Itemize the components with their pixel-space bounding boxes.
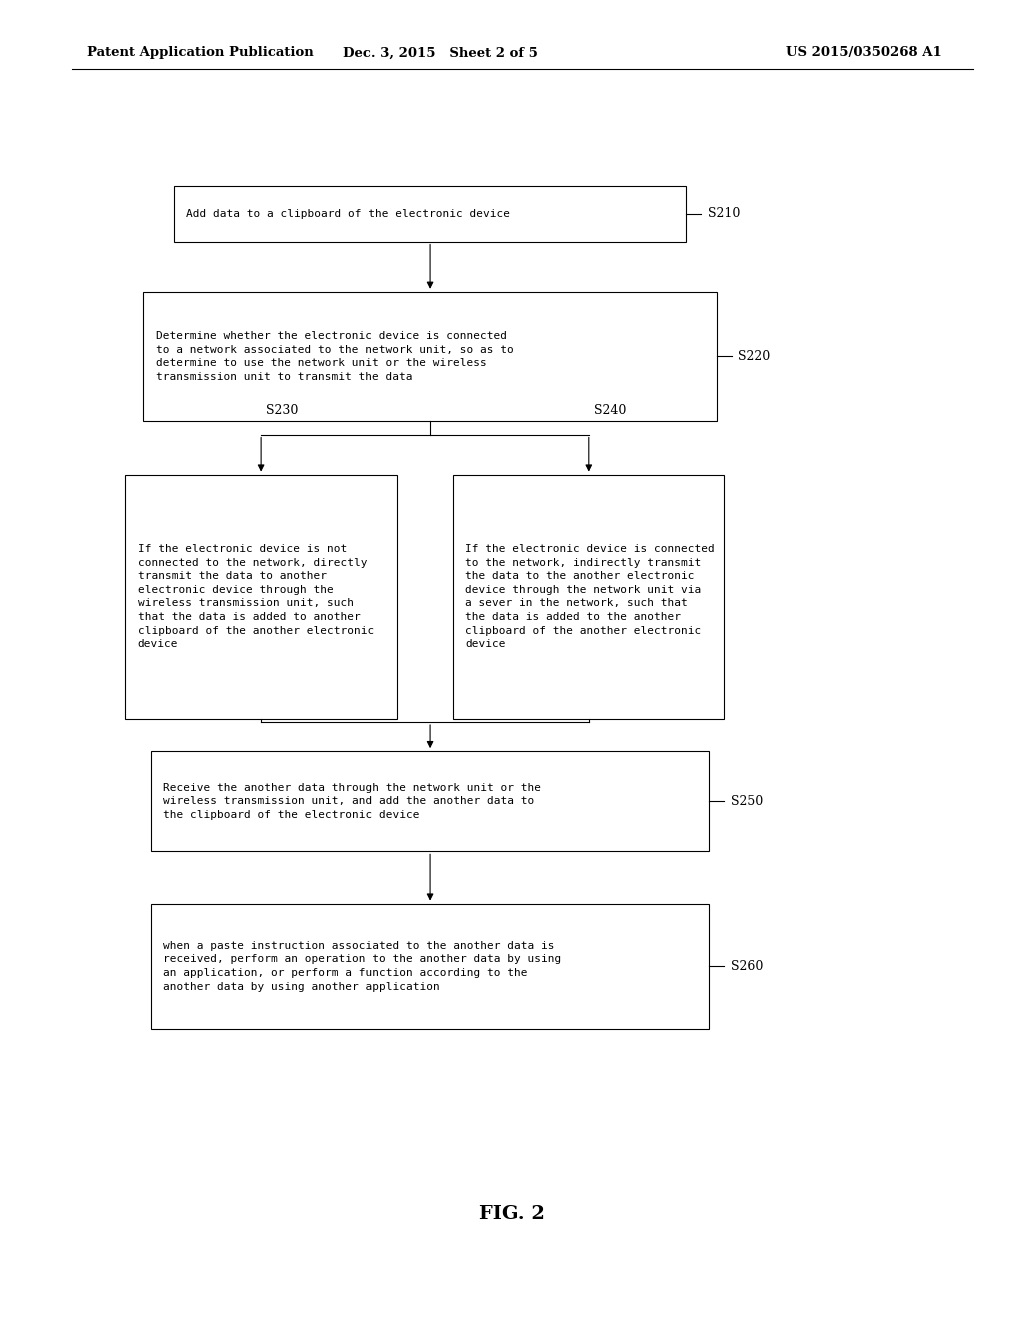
Text: If the electronic device is connected
to the network, indirectly transmit
the da: If the electronic device is connected to… [465,544,715,649]
Text: S250: S250 [731,795,763,808]
Bar [151,751,709,851]
Text: Add data to a clipboard of the electronic device: Add data to a clipboard of the electroni… [186,209,510,219]
Text: Receive the another data through the network unit or the
wireless transmission u: Receive the another data through the net… [163,783,542,820]
Text: S220: S220 [738,350,770,363]
Bar [151,903,709,1030]
Text: If the electronic device is not
connected to the network, directly
transmit the : If the electronic device is not connecte… [137,544,374,649]
Text: S240: S240 [594,404,627,417]
Text: Determine whether the electronic device is connected
to a network associated to : Determine whether the electronic device … [156,331,513,381]
Bar [125,474,397,718]
Text: when a paste instruction associated to the another data is
received, perform an : when a paste instruction associated to t… [163,941,561,991]
Text: S210: S210 [708,207,740,220]
Bar [174,186,686,242]
Bar [453,474,725,718]
Bar [143,292,717,421]
Text: Dec. 3, 2015   Sheet 2 of 5: Dec. 3, 2015 Sheet 2 of 5 [343,46,538,59]
Text: US 2015/0350268 A1: US 2015/0350268 A1 [786,46,942,59]
Text: Patent Application Publication: Patent Application Publication [87,46,313,59]
Text: S230: S230 [266,404,299,417]
Text: S260: S260 [731,960,763,973]
Text: FIG. 2: FIG. 2 [479,1205,545,1224]
